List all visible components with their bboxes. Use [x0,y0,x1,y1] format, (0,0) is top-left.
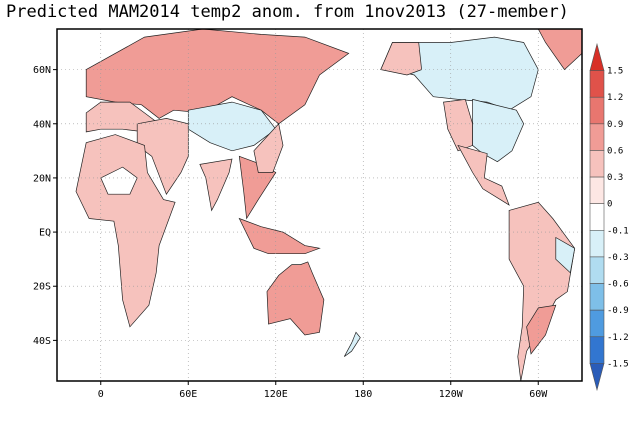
region-mexico [457,144,510,206]
colorbar-label: 0.6 [607,146,623,156]
colorbar-label: -0.1 [607,226,629,236]
lon-label: 60E [179,389,197,400]
colorbar-swatch [589,203,605,231]
region-southern-cone [526,304,557,355]
lon-label: 0 [98,389,104,400]
colorbar-swatch [589,123,605,151]
colorbar-label: -0.9 [607,306,629,316]
plot-frame [56,28,583,382]
colorbar-label: -0.3 [607,253,629,263]
colorbar-label: 0.3 [607,173,623,183]
region-australia [266,261,325,336]
region-sahara-cool [100,166,138,195]
lon-label: 120W [439,389,464,400]
region-central-asia [187,101,277,152]
region-africa [75,134,176,328]
lat-label: 40N [33,119,51,130]
longitude-labels: 0 60E 120E 180 120W 60W [98,381,548,400]
colorbar-swatch [589,96,605,125]
region-east-china [253,123,284,173]
colorbar-swatch [589,309,605,338]
colorbar-swatch [589,230,605,258]
lat-label: 20S [33,282,51,293]
region-new-zealand [343,331,361,357]
anomaly-regions [75,29,582,381]
lon-label: 180 [354,389,372,400]
region-greenland [537,29,582,71]
colorbar-swatch [589,150,605,178]
lat-label: 60N [33,65,51,76]
region-eurasia [85,29,350,125]
region-brazil-cool [555,236,576,274]
colorbar-label: -0.6 [607,280,629,290]
colorbar-label: -1.2 [607,333,629,343]
map-title: Predicted MAM2014 temp2 anom. from 1nov2… [6,2,569,22]
lat-label: 20N [33,173,51,184]
region-usa-east [472,98,525,163]
colorbar-swatch [589,70,605,98]
colorbar-label: -1.5 [607,359,629,369]
region-indonesia [238,217,321,255]
region-alaska [380,42,422,76]
colorbar-swatch [589,336,605,364]
lat-label: 40S [33,336,51,347]
lon-label: 60W [529,389,548,400]
grid-lines [57,29,582,381]
colorbar: 1.5 1.2 0.9 0.6 0.3 0 -0.1 -0.3 -0.6 -0.9 -1.2 -1.5 [589,42,629,392]
colorbar-swatch [589,283,605,311]
colorbar-swatch [589,176,605,204]
colorbar-label: 1.5 [607,67,623,77]
colorbar-label: 0.9 [607,120,623,130]
colorbar-top-triangle [589,42,605,71]
colorbar-swatch [589,256,605,284]
colorbar-label: 1.2 [607,93,623,103]
latitude-labels: 60N 40N 20N EQ 20S 40S [33,65,57,347]
lon-label: 120E [264,389,288,400]
colorbar-label: 0 [607,200,612,210]
lat-label: EQ [39,228,51,239]
colorbar-bottom-triangle [589,363,605,392]
